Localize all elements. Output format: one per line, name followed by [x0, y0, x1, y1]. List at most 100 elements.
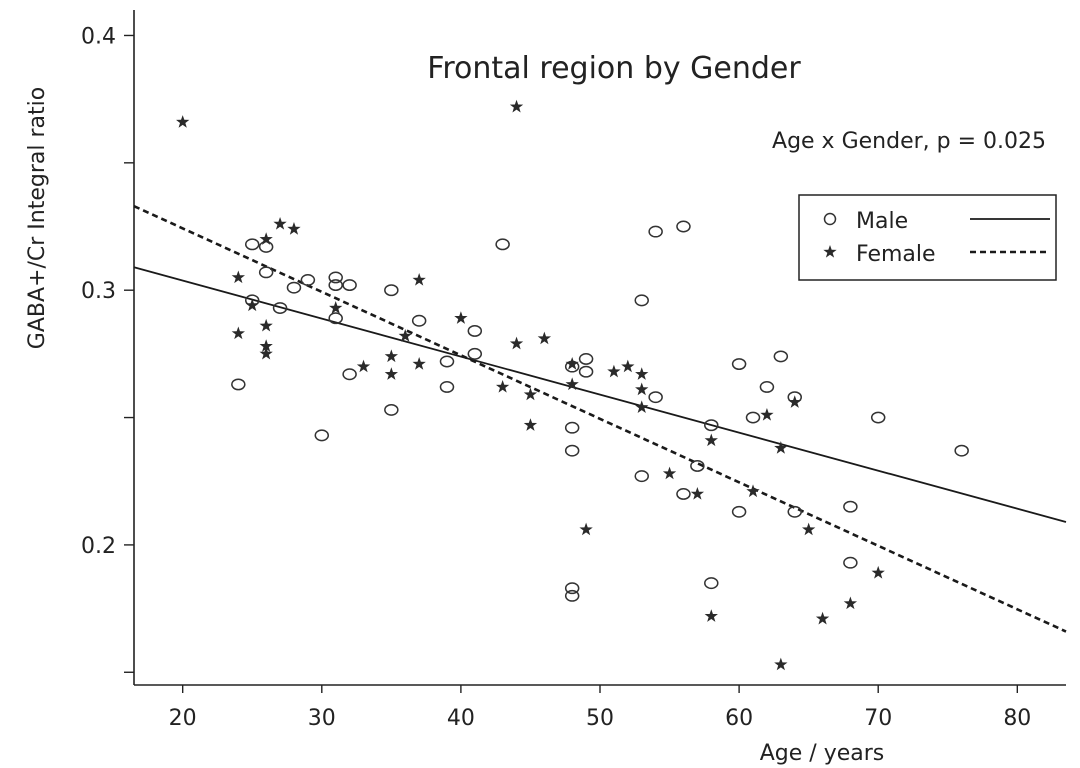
female-point [871, 565, 885, 579]
female-point [537, 331, 552, 345]
y-tick-label: 0.2 [81, 534, 116, 559]
male-point [843, 500, 858, 513]
female-point [760, 408, 774, 421]
female-point [509, 99, 524, 113]
female-point [384, 349, 398, 363]
female-point [621, 359, 635, 373]
x-tick-label: 80 [1003, 706, 1031, 731]
female-point [176, 115, 190, 128]
female-point [704, 433, 718, 447]
female-point [635, 367, 649, 380]
legend: Male Female [798, 194, 1057, 281]
male-point [870, 411, 886, 424]
male-point [300, 274, 316, 286]
y-tick-label: 0.3 [81, 279, 116, 304]
female-point [329, 301, 343, 314]
x-tick-label: 40 [447, 706, 475, 731]
male-point [676, 220, 691, 233]
chart-title: Frontal region by Gender [427, 51, 801, 86]
female-point [843, 596, 858, 610]
female-point [412, 357, 426, 370]
male-point [564, 444, 580, 457]
male-point [439, 381, 455, 393]
male-point [564, 582, 580, 595]
female-points [176, 99, 885, 671]
stat-annotation: Age x Gender, p = 0.025 [772, 129, 1046, 154]
female-point [635, 382, 649, 396]
male-point [384, 403, 399, 416]
female-point [607, 364, 621, 378]
male-point [495, 238, 510, 251]
legend-male-marker [823, 212, 837, 226]
x-axis-ticks: 20 30 40 50 60 70 80 [169, 685, 1031, 731]
female-point [815, 611, 830, 625]
female-point [259, 346, 273, 360]
male-point [634, 470, 649, 483]
male-point [634, 294, 649, 307]
male-points [231, 220, 969, 602]
male-point [578, 353, 594, 365]
female-point [704, 609, 718, 622]
female-point [662, 466, 677, 480]
x-tick-label: 20 [169, 706, 197, 731]
x-tick-label: 30 [308, 706, 336, 731]
male-point [954, 444, 969, 457]
female-point [635, 400, 649, 414]
male-point [690, 459, 705, 472]
female-point [579, 522, 593, 536]
male-point [231, 378, 246, 391]
male-point [328, 279, 343, 292]
male-point [648, 225, 663, 238]
female-point [565, 357, 579, 370]
male-point [745, 411, 761, 424]
female-point [412, 273, 426, 286]
female-point [259, 339, 273, 352]
x-axis-label: Age / years [760, 741, 885, 766]
female-point [523, 418, 538, 431]
male-point [759, 381, 775, 393]
male-point [258, 240, 274, 253]
male-point [578, 365, 594, 378]
male-point [676, 488, 691, 500]
legend-female-label: Female [856, 242, 936, 267]
male-fit-line [133, 266, 1067, 523]
female-point [746, 484, 760, 498]
male-point [704, 577, 719, 590]
y-axis-ticks: 0.2 0.3 0.4 [81, 24, 134, 673]
male-point [467, 347, 483, 360]
female-point [495, 379, 510, 393]
male-point [648, 391, 663, 404]
female-point [802, 522, 816, 536]
x-tick-label: 60 [725, 706, 753, 731]
y-tick-label: 0.4 [81, 24, 116, 49]
female-point [774, 657, 788, 671]
female-point [788, 395, 802, 408]
male-point [773, 350, 789, 363]
male-point [564, 589, 580, 602]
male-point [342, 279, 357, 292]
female-point [774, 441, 788, 454]
male-point [564, 421, 580, 434]
male-point [731, 505, 747, 518]
female-point [523, 387, 538, 401]
female-point [690, 486, 705, 500]
male-point [439, 355, 455, 368]
female-point [259, 318, 273, 332]
male-point [731, 358, 747, 371]
y-axis-label: GABA+/Cr Integral ratio [25, 87, 50, 349]
female-point [273, 216, 287, 230]
female-point [231, 326, 245, 340]
x-tick-label: 70 [864, 706, 892, 731]
male-point [843, 556, 858, 569]
female-point [454, 311, 468, 324]
female-point [565, 377, 579, 391]
male-point [272, 302, 288, 314]
male-point [314, 429, 330, 442]
legend-male-label: Male [856, 209, 908, 234]
female-point [259, 232, 273, 245]
female-point [398, 329, 412, 342]
female-point [245, 298, 259, 312]
male-point [411, 314, 427, 327]
male-point [258, 266, 274, 279]
male-point [384, 284, 399, 297]
